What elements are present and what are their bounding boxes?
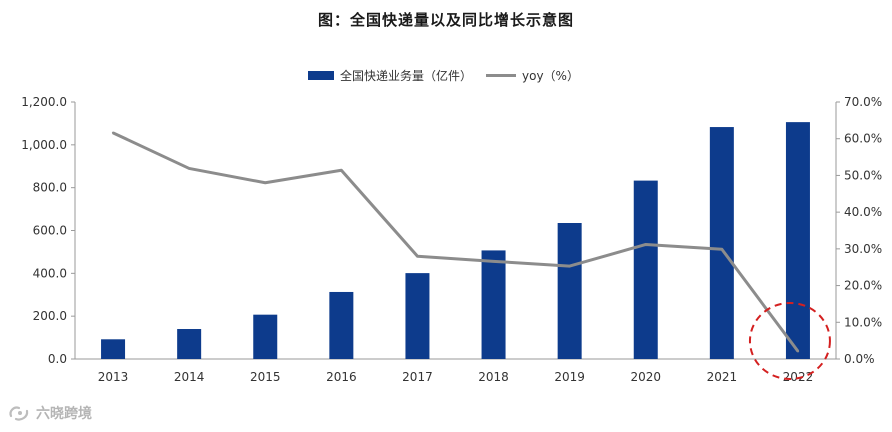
bar-2014 — [177, 329, 202, 359]
bar-2016 — [329, 291, 354, 359]
yoy-point-2018 — [492, 260, 495, 263]
legend-item-volume: 全国快递业务量（亿件） — [308, 67, 472, 84]
yoy-point-2017 — [416, 255, 419, 258]
y-left-tick-label: 800.0 — [33, 181, 67, 195]
x-tick-label: 2014 — [174, 370, 205, 384]
y-left-tick-label: 200.0 — [33, 309, 67, 323]
x-tick-label: 2015 — [250, 370, 281, 384]
bar-2017 — [405, 273, 430, 359]
y-left-tick-label: 1,200.0 — [21, 95, 67, 109]
yoy-line — [112, 131, 800, 353]
yoy-point-2015 — [264, 181, 267, 184]
yoy-point-2022 — [796, 350, 800, 353]
watermark: 六晓跨境 — [8, 403, 92, 423]
y-right-tick-label: 70.0% — [844, 95, 882, 109]
legend-swatch-line — [486, 73, 517, 77]
y-left-tick-label: 1,000.0 — [21, 138, 67, 152]
bar-2013 — [101, 339, 126, 359]
yoy-point-2013 — [111, 131, 115, 135]
bar-2020 — [633, 180, 658, 359]
yoy-point-2020 — [644, 243, 647, 246]
watermark-text: 六晓跨境 — [36, 406, 92, 422]
x-tick-label: 2018 — [478, 370, 509, 384]
y-left-tick-label: 600.0 — [33, 224, 67, 238]
chart-legend: 全国快递业务量（亿件） yoy（%） — [308, 67, 593, 83]
x-tick-label: 2013 — [98, 370, 129, 384]
y-right-tick-label: 10.0% — [844, 315, 882, 329]
y-right-tick-label: 40.0% — [844, 205, 882, 219]
bar-2021 — [709, 127, 734, 360]
y-right-tick-label: 20.0% — [844, 279, 882, 293]
legend-item-yoy: yoy（%） — [486, 67, 579, 84]
bar-2022 — [785, 122, 810, 359]
x-tick-label: 2017 — [402, 370, 433, 384]
yoy-point-2014 — [187, 167, 191, 170]
bar-2019 — [557, 223, 582, 359]
bar-2018 — [481, 250, 506, 359]
yoy-point-2021 — [720, 248, 724, 251]
x-tick-label: 2020 — [630, 370, 661, 384]
watermark-logo-icon — [9, 406, 29, 421]
x-tick-label: 2019 — [554, 370, 585, 384]
y-right-tick-label: 50.0% — [844, 168, 882, 182]
x-tick-label: 2021 — [707, 370, 738, 384]
chart-title: 图：全国快递量以及同比增长示意图 — [317, 11, 574, 29]
yoy-point-2016 — [340, 169, 343, 172]
y-left-tick-label: 400.0 — [33, 266, 67, 280]
x-tick-label: 2022 — [783, 370, 814, 384]
annotation-ellipse — [748, 302, 831, 380]
y-right-tick-label: 30.0% — [844, 242, 882, 256]
legend-label-yoy: yoy（%） — [522, 68, 579, 83]
legend-label-volume: 全国快递业务量（亿件） — [340, 68, 473, 83]
yoy-point-2019 — [568, 264, 571, 268]
y-left-tick-label: 0.0 — [48, 352, 67, 366]
y-right-tick-label: 60.0% — [844, 132, 882, 146]
legend-swatch-bar — [308, 70, 334, 80]
bar-2015 — [253, 314, 278, 359]
x-tick-label: 2016 — [326, 370, 357, 384]
y-right-tick-label: 0.0% — [844, 352, 875, 366]
